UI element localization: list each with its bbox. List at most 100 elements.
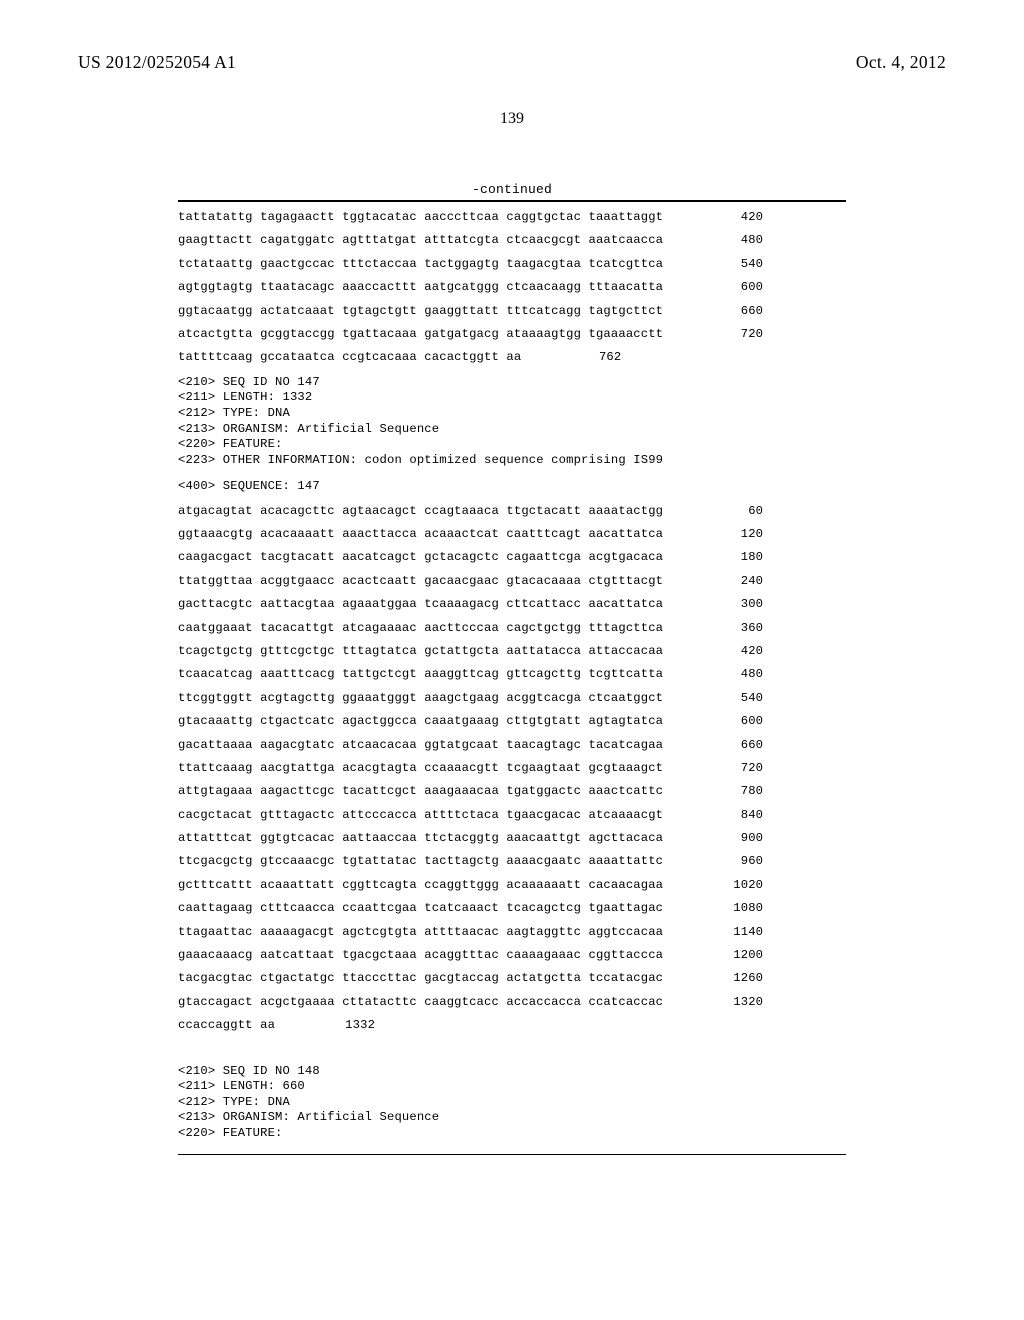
sequence-position: 1332	[319, 1019, 375, 1031]
sequence-position: 240	[707, 575, 763, 587]
sequence-bases: caagacgact tacgtacatt aacatcagct gctacag…	[178, 551, 663, 563]
page-number: 139	[0, 110, 1024, 128]
sequence-position: 300	[707, 598, 763, 610]
sequence-position: 660	[707, 305, 763, 317]
sequence-position: 720	[707, 328, 763, 340]
sequence-bases: ggtaaacgtg acacaaaatt aaacttacca acaaact…	[178, 528, 663, 540]
sequence-bases: gtaccagact acgctgaaaa cttatacttc caaggtc…	[178, 996, 663, 1008]
sequence-position: 1260	[707, 972, 763, 984]
sequence-position: 540	[707, 258, 763, 270]
sequence-position: 600	[707, 281, 763, 293]
sequence-bases: caattagaag ctttcaacca ccaattcgaa tcatcaa…	[178, 902, 663, 914]
sequence-position: 900	[707, 832, 763, 844]
sequence-position: 660	[707, 739, 763, 751]
sequence-line: atcactgtta gcggtaccgg tgattacaaa gatgatg…	[178, 328, 846, 340]
sequence-bases: atcactgtta gcggtaccgg tgattacaaa gatgatg…	[178, 328, 663, 340]
sequence-bases: tattttcaag gccataatca ccgtcacaaa cacactg…	[178, 351, 521, 363]
sequence-line: attgtagaaa aagacttcgc tacattcgct aaagaaa…	[178, 785, 846, 797]
page-header: US 2012/0252054 A1 Oct. 4, 2012	[0, 52, 1024, 73]
sequence-position: 180	[707, 551, 763, 563]
sequence-position: 960	[707, 855, 763, 867]
sequence-position: 840	[707, 809, 763, 821]
sequence-line: gtaccagact acgctgaaaa cttatacttc caaggtc…	[178, 996, 846, 1008]
sequence-bases: attgtagaaa aagacttcgc tacattcgct aaagaaa…	[178, 785, 663, 797]
sequence-line: ccaccaggtt aa 1332	[178, 1019, 846, 1031]
sequence-position: 420	[707, 211, 763, 223]
sequence-bases: cacgctacat gtttagactc attcccacca attttct…	[178, 809, 663, 821]
sequence-bases: ccaccaggtt aa	[178, 1019, 275, 1031]
sequence-line: atgacagtat acacagcttc agtaacagct ccagtaa…	[178, 505, 846, 517]
sequence-bases: attatttcat ggtgtcacac aattaaccaa ttctacg…	[178, 832, 663, 844]
sequence-position: 1320	[707, 996, 763, 1008]
sequence-line: ttatggttaa acggtgaacc acactcaatt gacaacg…	[178, 575, 846, 587]
sequence-line: gaagttactt cagatggatc agtttatgat atttatc…	[178, 234, 846, 246]
sequence-line: tcagctgctg gtttcgctgc tttagtatca gctattg…	[178, 645, 846, 657]
sequence-bases: ttcgacgctg gtccaaacgc tgtattatac tacttag…	[178, 855, 663, 867]
sequence-line: agtggtagtg ttaatacagc aaaccacttt aatgcat…	[178, 281, 846, 293]
sequence-bases: tctataattg gaactgccac tttctaccaa tactgga…	[178, 258, 663, 270]
rule-bottom	[178, 1154, 846, 1155]
sequence-bases: tacgacgtac ctgactatgc ttacccttac gacgtac…	[178, 972, 663, 984]
sequence-position: 600	[707, 715, 763, 727]
sequence-bases: ggtacaatgg actatcaaat tgtagctgtt gaaggtt…	[178, 305, 663, 317]
sequence-line: ttagaattac aaaaagacgt agctcgtgta attttaa…	[178, 926, 846, 938]
sequence-bases: atgacagtat acacagcttc agtaacagct ccagtaa…	[178, 505, 663, 517]
sequence-listing: -continued tattatattg tagagaactt tggtaca…	[178, 182, 846, 1155]
sequence-position: 360	[707, 622, 763, 634]
sequence-bases: tcagctgctg gtttcgctgc tttagtatca gctattg…	[178, 645, 663, 657]
rule-top	[178, 200, 846, 202]
sequence-position: 762	[565, 351, 621, 363]
sequence-bases: ttattcaaag aacgtattga acacgtagta ccaaaac…	[178, 762, 663, 774]
sequence-line: caagacgact tacgtacatt aacatcagct gctacag…	[178, 551, 846, 563]
sequence-position: 1200	[707, 949, 763, 961]
sequence-position: 1080	[707, 902, 763, 914]
sequence-position: 420	[707, 645, 763, 657]
sequence-line: ggtaaacgtg acacaaaatt aaacttacca acaaact…	[178, 528, 846, 540]
sequence-position: 480	[707, 668, 763, 680]
sequence-header-148: <210> SEQ ID NO 148 <211> LENGTH: 660 <2…	[178, 1064, 846, 1142]
sequence-position: 540	[707, 692, 763, 704]
sequence-line: ttcgacgctg gtccaaacgc tgtattatac tacttag…	[178, 855, 846, 867]
sequence-bases: ttagaattac aaaaagacgt agctcgtgta attttaa…	[178, 926, 663, 938]
sequence-position: 1020	[707, 879, 763, 891]
sequence-bases: gacattaaaa aagacgtatc atcaacacaa ggtatgc…	[178, 739, 663, 751]
sequence-line: tacgacgtac ctgactatgc ttacccttac gacgtac…	[178, 972, 846, 984]
sequence-line: ttcggtggtt acgtagcttg ggaaatgggt aaagctg…	[178, 692, 846, 704]
sequence-line: attatttcat ggtgtcacac aattaaccaa ttctacg…	[178, 832, 846, 844]
continued-label: -continued	[178, 182, 846, 197]
sequence-position: 720	[707, 762, 763, 774]
sequence-line: gctttcattt acaaattatt cggttcagta ccaggtt…	[178, 879, 846, 891]
sequence-line: tctataattg gaactgccac tttctaccaa tactgga…	[178, 258, 846, 270]
sequence-bases: gaaacaaacg aatcattaat tgacgctaaa acaggtt…	[178, 949, 663, 961]
sequence-header-147: <210> SEQ ID NO 147 <211> LENGTH: 1332 <…	[178, 375, 846, 469]
sequence-position: 1140	[707, 926, 763, 938]
publication-number: US 2012/0252054 A1	[78, 52, 236, 73]
sequence-line: tcaacatcag aaatttcacg tattgctcgt aaaggtt…	[178, 668, 846, 680]
sequence-block-147: atgacagtat acacagcttc agtaacagct ccagtaa…	[178, 505, 846, 1032]
publication-date: Oct. 4, 2012	[856, 52, 946, 73]
sequence-position: 60	[707, 505, 763, 517]
sequence-bases: ttatggttaa acggtgaacc acactcaatt gacaacg…	[178, 575, 663, 587]
sequence-line: gacattaaaa aagacgtatc atcaacacaa ggtatgc…	[178, 739, 846, 751]
sequence-bases: tcaacatcag aaatttcacg tattgctcgt aaaggtt…	[178, 668, 663, 680]
sequence-line: caattagaag ctttcaacca ccaattcgaa tcatcaa…	[178, 902, 846, 914]
sequence-bases: tattatattg tagagaactt tggtacatac aaccctt…	[178, 211, 663, 223]
sequence-position: 780	[707, 785, 763, 797]
sequence-line: tattttcaag gccataatca ccgtcacaaa cacactg…	[178, 351, 846, 363]
sequence-bases: gacttacgtc aattacgtaa agaaatggaa tcaaaag…	[178, 598, 663, 610]
sequence-position: 480	[707, 234, 763, 246]
sequence-label-147: <400> SEQUENCE: 147	[178, 479, 320, 493]
sequence-bases: gtacaaattg ctgactcatc agactggcca caaatga…	[178, 715, 663, 727]
sequence-position: 120	[707, 528, 763, 540]
sequence-line: gaaacaaacg aatcattaat tgacgctaaa acaggtt…	[178, 949, 846, 961]
sequence-line: caatggaaat tacacattgt atcagaaaac aacttcc…	[178, 622, 846, 634]
sequence-bases: agtggtagtg ttaatacagc aaaccacttt aatgcat…	[178, 281, 663, 293]
sequence-bases: gctttcattt acaaattatt cggttcagta ccaggtt…	[178, 879, 663, 891]
sequence-line: gacttacgtc aattacgtaa agaaatggaa tcaaaag…	[178, 598, 846, 610]
sequence-line: ggtacaatgg actatcaaat tgtagctgtt gaaggtt…	[178, 305, 846, 317]
sequence-line: tattatattg tagagaactt tggtacatac aaccctt…	[178, 211, 846, 223]
sequence-block-146-tail: tattatattg tagagaactt tggtacatac aaccctt…	[178, 211, 846, 364]
sequence-bases: caatggaaat tacacattgt atcagaaaac aacttcc…	[178, 622, 663, 634]
sequence-line: cacgctacat gtttagactc attcccacca attttct…	[178, 809, 846, 821]
sequence-line: ttattcaaag aacgtattga acacgtagta ccaaaac…	[178, 762, 846, 774]
